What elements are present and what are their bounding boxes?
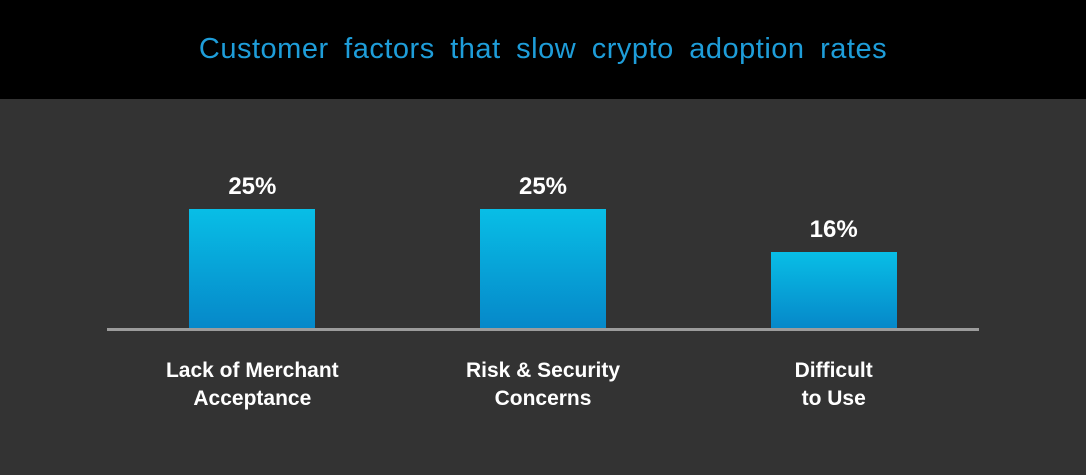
bar-value-label: 25% xyxy=(518,173,568,200)
bar-group: 16% xyxy=(688,99,979,328)
bar xyxy=(770,252,897,328)
bar-value-label: 25% xyxy=(228,173,277,200)
category-label: Risk & Security Concerns xyxy=(465,359,621,411)
bar xyxy=(189,209,316,328)
bar xyxy=(480,209,606,328)
chart-title-bar: Customer factors that slow crypto adopti… xyxy=(0,0,1086,99)
plot-area: 25% 25% 16% xyxy=(107,99,979,328)
bar-group: 25% xyxy=(107,99,398,328)
x-axis-line xyxy=(107,328,979,331)
category-axis-labels: Lack of Merchant Acceptance Risk & Securi… xyxy=(107,357,979,414)
chart-title: Customer factors that slow crypto adopti… xyxy=(198,33,888,65)
category-label: Lack of Merchant Acceptance xyxy=(165,359,339,411)
category-label: Difficult to Use xyxy=(794,359,873,411)
bar-value-label: 16% xyxy=(809,216,858,243)
bar-group: 25% xyxy=(398,99,689,328)
